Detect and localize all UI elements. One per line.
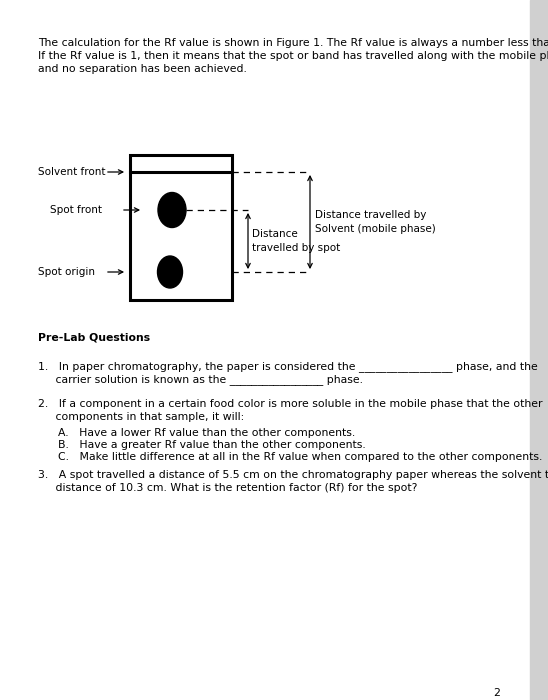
Text: Distance
travelled by spot: Distance travelled by spot: [252, 230, 340, 253]
Ellipse shape: [157, 256, 182, 288]
Text: If the Rf value is 1, then it means that the spot or band has travelled along wi: If the Rf value is 1, then it means that…: [38, 51, 548, 61]
Text: C.   Make little difference at all in the Rf value when compared to the other co: C. Make little difference at all in the …: [58, 452, 543, 462]
Text: Distance travelled by
Solvent (mobile phase): Distance travelled by Solvent (mobile ph…: [315, 211, 436, 234]
Text: 2: 2: [493, 688, 500, 698]
Text: Solvent front: Solvent front: [38, 167, 106, 177]
Text: carrier solution is known as the _________________ phase.: carrier solution is known as the _______…: [38, 374, 363, 385]
Text: A.   Have a lower Rf value than the other components.: A. Have a lower Rf value than the other …: [58, 428, 355, 438]
Text: Spot origin: Spot origin: [38, 267, 95, 277]
Text: 3.   A spot travelled a distance of 5.5 cm on the chromatography paper whereas t: 3. A spot travelled a distance of 5.5 cm…: [38, 470, 548, 480]
Bar: [130, 155, 232, 300]
Ellipse shape: [158, 193, 186, 228]
Text: components in that sample, it will:: components in that sample, it will:: [38, 412, 244, 422]
Text: The calculation for the Rf value is shown in Figure 1. The Rf value is always a : The calculation for the Rf value is show…: [38, 38, 548, 48]
Text: distance of 10.3 cm. What is the retention factor (Rf) for the spot?: distance of 10.3 cm. What is the retenti…: [38, 483, 418, 493]
Text: 1.   In paper chromatography, the paper is considered the _________________ phas: 1. In paper chromatography, the paper is…: [38, 361, 538, 372]
Text: 2.   If a component in a certain food color is more soluble in the mobile phase : 2. If a component in a certain food colo…: [38, 399, 543, 409]
Text: Spot front: Spot front: [50, 205, 102, 215]
Text: and no separation has been achieved.: and no separation has been achieved.: [38, 64, 247, 74]
Bar: [530, 0, 548, 700]
Text: Pre-Lab Questions: Pre-Lab Questions: [38, 333, 150, 343]
Text: B.   Have a greater Rf value than the other components.: B. Have a greater Rf value than the othe…: [58, 440, 366, 450]
